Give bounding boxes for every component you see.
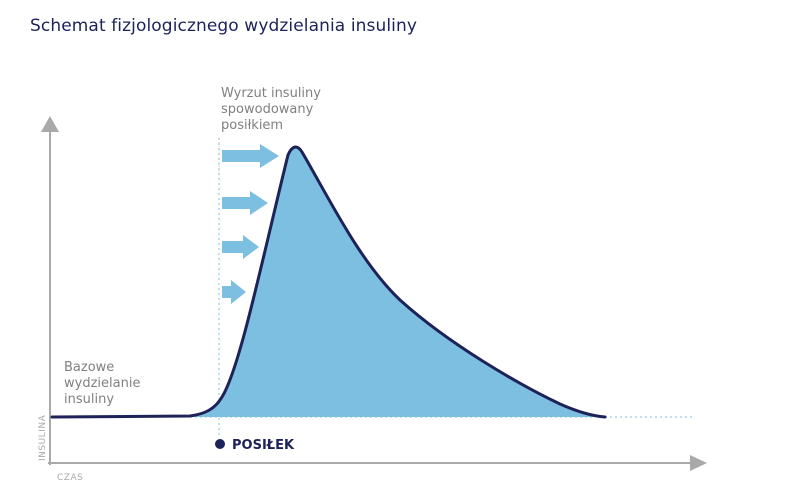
spike-arrow-icon [222, 235, 259, 259]
spike-arrow-icon [222, 144, 279, 168]
spike-arrow-icon [222, 191, 268, 215]
spike-annotation: Wyrzut insuliny spowodowany posiłkiem [221, 86, 325, 133]
x-axis-label: CZAS [57, 473, 83, 483]
insulin-curve-outline [50, 145, 607, 419]
meal-marker-icon [215, 439, 225, 449]
spike-arrow-icon [222, 280, 246, 304]
insulin-curve-fill [52, 146, 605, 418]
x-axis-arrowhead [690, 455, 707, 471]
y-axis-arrowhead [41, 116, 59, 132]
y-axis-label: INSULINA [38, 414, 48, 461]
basal-annotation: Bazowe wydzielanie insuliny [64, 360, 145, 407]
page-title: Schemat fizjologicznego wydzielania insu… [30, 16, 418, 36]
meal-label: POSIŁEK [232, 438, 295, 453]
